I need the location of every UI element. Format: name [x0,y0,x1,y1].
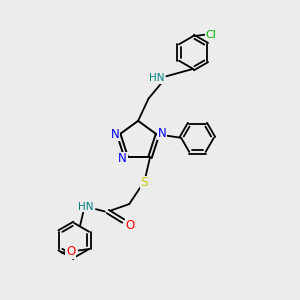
Text: N: N [111,128,120,141]
Text: Cl: Cl [206,30,216,40]
Text: HN: HN [78,202,94,212]
Text: S: S [140,176,148,189]
Text: N: N [158,127,166,140]
Text: O: O [125,219,134,232]
Text: HN: HN [149,74,165,83]
Text: O: O [66,245,75,259]
Text: N: N [118,152,127,165]
